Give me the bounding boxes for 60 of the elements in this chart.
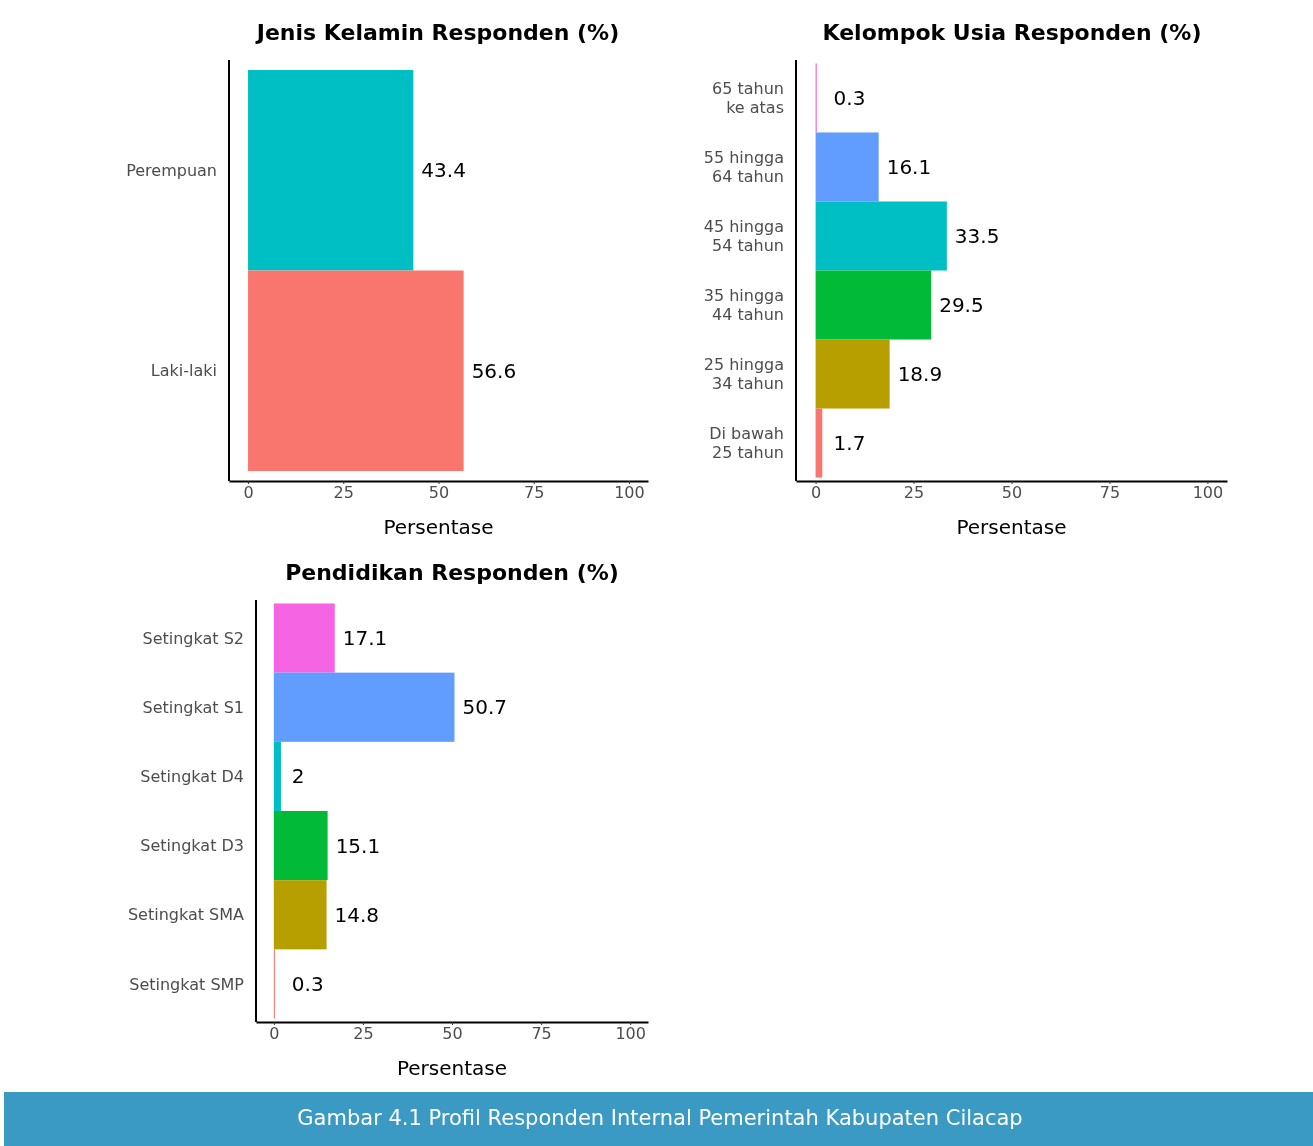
y-tick-label: 45 hingga 54 tahun bbox=[703, 216, 784, 256]
x-axis-title: Persentase bbox=[396, 1056, 508, 1080]
bar bbox=[815, 132, 879, 202]
x-tick-label: 100 bbox=[615, 1024, 646, 1044]
data-label: 16.1 bbox=[886, 154, 932, 179]
text: Gambar 4.1 Profil Responden Internal Pemerintah Kabupaten Cilacap bbox=[297, 1106, 1023, 1130]
data-label: 1.7 bbox=[833, 431, 866, 456]
data-label: 33.5 bbox=[954, 223, 1000, 248]
data-label: 0.3 bbox=[833, 85, 866, 110]
x-tick-label: 25 bbox=[353, 1024, 374, 1044]
y-tick-label: Setingkat S2 bbox=[142, 628, 244, 648]
y-tick-label: Setingkat SMA bbox=[127, 905, 245, 925]
x-tick-label: 0 bbox=[811, 483, 822, 503]
bar bbox=[815, 201, 947, 271]
x-tick-label: 0 bbox=[243, 483, 254, 503]
data-label: 29.5 bbox=[939, 293, 984, 318]
y-tick-label: Di bawah 25 tahun bbox=[709, 424, 784, 463]
data-label: 15.1 bbox=[335, 833, 381, 858]
bar bbox=[815, 408, 823, 478]
bar bbox=[815, 270, 932, 340]
x-axis-title: Persentase bbox=[383, 515, 494, 539]
x-tick-label: 25 bbox=[333, 483, 354, 503]
data-label: 43.4 bbox=[421, 158, 466, 183]
data-label: 2 bbox=[291, 764, 305, 789]
y-tick-label: Laki-laki bbox=[150, 361, 217, 381]
x-tick-label: 25 bbox=[903, 483, 925, 503]
bar bbox=[273, 672, 455, 742]
y-tick-label: 65 tahun ke atas bbox=[712, 78, 784, 118]
x-tick-label: 100 bbox=[1192, 483, 1224, 503]
y-tick-label: Perempuan bbox=[126, 160, 217, 180]
bar bbox=[273, 880, 327, 950]
y-tick-label: Setingkat S1 bbox=[142, 697, 244, 717]
x-tick-label: 75 bbox=[531, 1024, 552, 1044]
data-label: 50.7 bbox=[462, 695, 508, 720]
chart-title: Kelompok Usia Responden (%) bbox=[822, 20, 1202, 45]
data-label: 0.3 bbox=[291, 971, 324, 996]
y-tick-label: Setingkat D3 bbox=[140, 836, 244, 856]
y-tick-label: 55 hingga 64 tahun bbox=[703, 147, 784, 187]
x-tick-label: 0 bbox=[269, 1024, 280, 1044]
x-tick-label: 50 bbox=[442, 1024, 463, 1044]
chart-title: Pendidikan Responden (%) bbox=[285, 560, 619, 585]
y-tick-label: 35 hingga 44 tahun bbox=[703, 286, 784, 325]
chart-title: Jenis Kelamin Responden (%) bbox=[254, 20, 620, 45]
y-tick-label: Setingkat D4 bbox=[140, 767, 244, 787]
y-tick-label: 25 hingga 34 tahun bbox=[703, 355, 784, 394]
x-tick-label: 75 bbox=[1099, 483, 1121, 503]
bar bbox=[273, 741, 281, 811]
x-axis-title: Persentase bbox=[956, 515, 1067, 539]
x-tick-label: 50 bbox=[428, 483, 450, 503]
bar bbox=[815, 339, 890, 409]
x-tick-label: 75 bbox=[524, 483, 545, 503]
data-label: 17.1 bbox=[342, 626, 388, 651]
x-tick-label: 100 bbox=[614, 483, 645, 503]
bar bbox=[273, 811, 328, 881]
y-tick-label: Setingkat SMP bbox=[129, 974, 245, 994]
data-label: 18.9 bbox=[897, 362, 943, 387]
bar bbox=[273, 603, 335, 673]
data-label: 14.8 bbox=[334, 902, 380, 927]
data-label: 56.6 bbox=[471, 358, 517, 383]
x-tick-label: 50 bbox=[1001, 483, 1023, 503]
